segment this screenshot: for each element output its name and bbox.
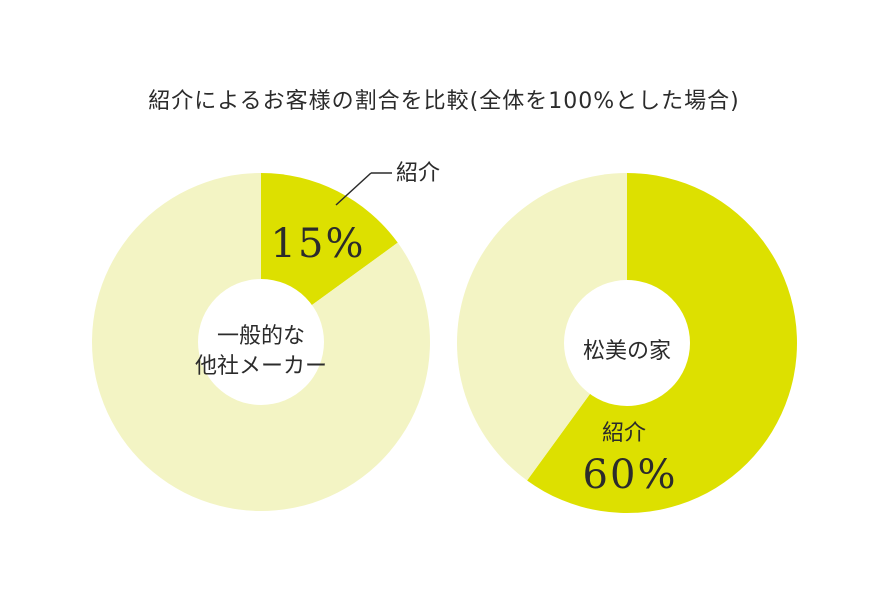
donut-chart-general-maker bbox=[92, 173, 431, 511]
left-donut-hole bbox=[198, 279, 324, 405]
chart-title: 紹介によるお客様の割合を比較(全体を100%とした場合) bbox=[148, 89, 739, 114]
right-slice-other bbox=[456, 173, 627, 481]
data-label-left-referral-percent: 15% bbox=[271, 221, 366, 267]
center-label-left-line2: 他社メーカー bbox=[195, 354, 327, 379]
slice-label-left-referral: 紹介 bbox=[396, 161, 440, 186]
center-label-right: 松美の家 bbox=[583, 339, 671, 364]
data-label-right-referral-percent: 60% bbox=[583, 452, 678, 498]
donut-chart-matsumi bbox=[456, 173, 798, 513]
slice-label-right-referral: 紹介 bbox=[602, 421, 646, 446]
leader-line-left-referral bbox=[335, 172, 372, 206]
right-donut-hole bbox=[564, 280, 690, 406]
center-label-left-line1: 一般的な bbox=[217, 324, 305, 349]
